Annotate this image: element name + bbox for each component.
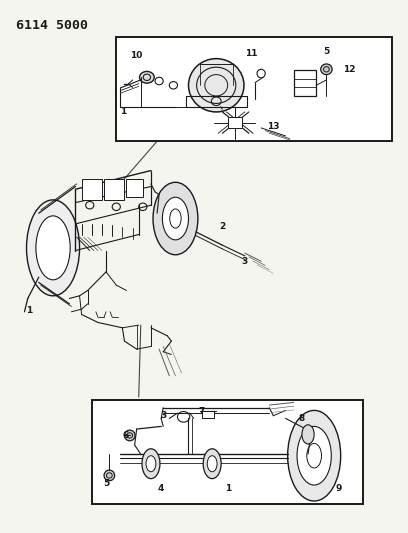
Text: 5: 5 xyxy=(323,47,330,56)
Text: 8: 8 xyxy=(299,414,305,423)
Bar xyxy=(294,70,316,96)
Text: 1: 1 xyxy=(225,484,232,493)
Ellipse shape xyxy=(27,200,80,296)
Text: 5: 5 xyxy=(103,480,109,488)
Text: 4: 4 xyxy=(158,484,164,493)
Bar xyxy=(116,37,392,141)
Ellipse shape xyxy=(140,71,154,83)
Ellipse shape xyxy=(124,430,135,441)
Ellipse shape xyxy=(321,64,332,75)
Ellipse shape xyxy=(188,59,244,112)
Ellipse shape xyxy=(36,216,70,280)
Bar xyxy=(126,179,143,197)
Ellipse shape xyxy=(288,410,341,501)
Ellipse shape xyxy=(207,456,217,472)
Ellipse shape xyxy=(142,449,160,479)
Text: 2: 2 xyxy=(219,222,226,231)
Text: 6114 5000: 6114 5000 xyxy=(16,19,88,31)
Text: 1: 1 xyxy=(26,306,33,314)
Ellipse shape xyxy=(146,456,156,472)
Ellipse shape xyxy=(162,197,188,240)
Text: 6: 6 xyxy=(122,431,129,440)
Text: 10: 10 xyxy=(131,52,143,60)
Text: 1: 1 xyxy=(120,108,126,116)
Bar xyxy=(104,179,124,200)
Ellipse shape xyxy=(297,426,331,485)
Ellipse shape xyxy=(104,470,115,481)
Ellipse shape xyxy=(302,425,314,444)
Text: 3: 3 xyxy=(242,257,248,265)
Bar xyxy=(202,411,214,418)
Text: 9: 9 xyxy=(335,484,342,493)
Text: 12: 12 xyxy=(343,65,355,74)
Bar xyxy=(228,117,242,128)
Text: 13: 13 xyxy=(267,123,279,131)
Bar xyxy=(92,400,363,504)
Text: 7: 7 xyxy=(199,407,205,416)
Bar xyxy=(82,179,102,200)
Text: 3: 3 xyxy=(160,411,166,420)
Ellipse shape xyxy=(203,449,221,479)
Text: 11: 11 xyxy=(245,49,257,58)
Ellipse shape xyxy=(153,182,198,255)
